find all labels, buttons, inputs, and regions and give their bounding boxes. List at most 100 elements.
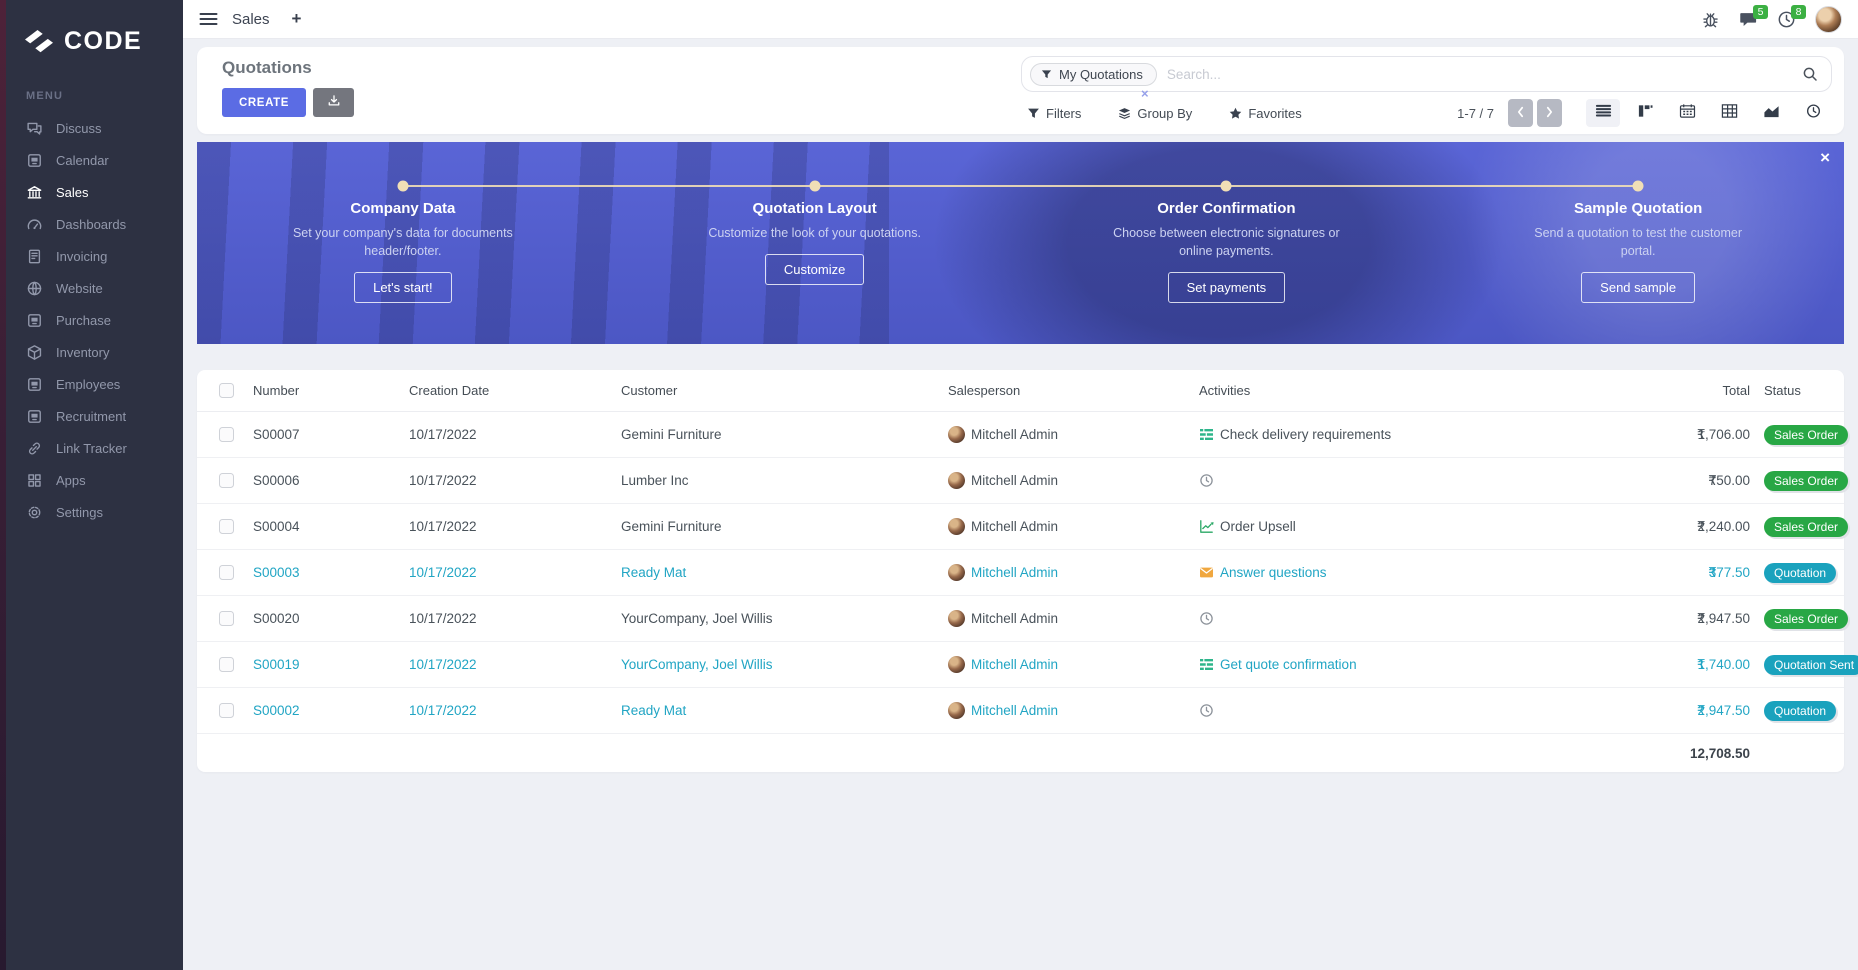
status-cell: Sales Order bbox=[1750, 608, 1849, 629]
sidebar-item-purchase[interactable]: Purchase bbox=[0, 304, 183, 336]
total-cell: ₹377.50 bbox=[1590, 565, 1750, 581]
new-tab-button[interactable]: + bbox=[291, 9, 302, 28]
select-all-checkbox[interactable] bbox=[219, 383, 234, 398]
search-icon[interactable] bbox=[1802, 66, 1818, 82]
step-action-button[interactable]: Customize bbox=[764, 254, 865, 286]
view-calendar-button[interactable] bbox=[1670, 99, 1704, 127]
view-activity-button[interactable] bbox=[1796, 99, 1830, 127]
sidebar-item-label: Recruitment bbox=[56, 408, 127, 424]
control-panel-buttons: CREATE bbox=[222, 88, 355, 117]
export-button[interactable] bbox=[313, 88, 355, 117]
user-avatar[interactable] bbox=[1815, 5, 1842, 33]
row-checkbox[interactable] bbox=[219, 703, 234, 718]
tasks-icon bbox=[1199, 427, 1214, 442]
messages-icon[interactable]: 5 bbox=[1739, 4, 1768, 29]
salesperson-avatar bbox=[948, 702, 965, 719]
table-row[interactable]: S00003 10/17/2022 Ready Mat Mitchell Admin A… bbox=[197, 550, 1844, 596]
table-row[interactable]: S00006 10/17/2022 Lumber Inc Mitchell Admin… bbox=[197, 458, 1849, 504]
column-header-creation-date[interactable]: Creation Date bbox=[409, 383, 490, 398]
brand-logo-icon bbox=[22, 28, 56, 54]
column-header-total[interactable]: Total bbox=[1722, 383, 1750, 398]
control-panel-row2: Filters Group By Favorites 1-7 / 7 bbox=[1027, 99, 1830, 127]
sidebar-item-apps[interactable]: Apps bbox=[0, 464, 183, 496]
table-row[interactable]: S00002 10/17/2022 Ready Mat Mitchell Admin ₹… bbox=[197, 688, 1844, 734]
status-badge: Sales Order bbox=[1764, 470, 1849, 491]
timeline-dot bbox=[397, 180, 409, 192]
step-title: Company Data bbox=[350, 200, 456, 217]
status-badge: Quotation bbox=[1764, 700, 1837, 721]
step-description: Send a quotation to test the customer po… bbox=[1534, 226, 1743, 259]
sidebar-item-calendar[interactable]: Calendar bbox=[0, 144, 183, 176]
search-facet-my-quotations[interactable]: My Quotations bbox=[1030, 62, 1157, 86]
banner-close-icon[interactable]: × bbox=[1820, 148, 1830, 167]
row-checkbox[interactable] bbox=[219, 565, 234, 580]
chevron-left-icon bbox=[1516, 106, 1525, 121]
step-action-button[interactable]: Let's start! bbox=[354, 272, 452, 304]
sidebar-item-label: Employees bbox=[56, 376, 121, 392]
currency-symbol: ₹ bbox=[1696, 656, 1706, 672]
row-checkbox[interactable] bbox=[219, 657, 234, 672]
sidebar-item-label: Invoicing bbox=[56, 248, 108, 264]
sidebar-item-inventory[interactable]: Inventory bbox=[0, 336, 183, 368]
filters-label: Filters bbox=[1046, 105, 1082, 121]
create-button[interactable]: CREATE bbox=[222, 88, 307, 117]
salesperson-name: Mitchell Admin bbox=[971, 565, 1059, 580]
search-bar[interactable]: My Quotations × bbox=[1021, 56, 1832, 101]
customer-name: Ready Mat bbox=[621, 703, 687, 718]
total-cell: ₹2,240.00 bbox=[1590, 519, 1750, 535]
table-row[interactable]: S00019 10/17/2022 YourCompany, Joel Willis… bbox=[197, 642, 1858, 688]
hamburger-icon[interactable] bbox=[199, 12, 218, 26]
row-checkbox[interactable] bbox=[219, 611, 234, 626]
sidebar-item-recruitment[interactable]: Recruitment bbox=[0, 400, 183, 432]
sidebar-item-dashboards[interactable]: Dashboards bbox=[0, 208, 183, 240]
tab-sales[interactable]: Sales bbox=[232, 10, 270, 28]
status-cell: Quotation bbox=[1750, 562, 1844, 583]
table-row[interactable]: S00020 10/17/2022 YourCompany, Joel Willis… bbox=[197, 596, 1849, 642]
pager-next-button[interactable] bbox=[1537, 99, 1562, 127]
salesperson-name: Mitchell Admin bbox=[971, 473, 1059, 488]
view-list-button[interactable] bbox=[1586, 99, 1620, 127]
sidebar-item-invoicing[interactable]: Invoicing bbox=[0, 240, 183, 272]
pager-previous-button[interactable] bbox=[1508, 99, 1533, 127]
sidebar-item-employees[interactable]: Employees bbox=[0, 368, 183, 400]
favorites-button[interactable]: Favorites bbox=[1229, 106, 1302, 121]
sidebar-item-label: Dashboards bbox=[56, 216, 127, 232]
activity-cell: Get quote confirmation bbox=[1199, 657, 1590, 672]
sidebar-item-link-tracker[interactable]: Link Tracker bbox=[0, 432, 183, 464]
sidebar-item-settings[interactable]: Settings bbox=[0, 496, 183, 528]
column-header-customer[interactable]: Customer bbox=[621, 383, 678, 398]
column-header-status[interactable]: Status bbox=[1764, 383, 1801, 398]
column-header-activities[interactable]: Activities bbox=[1199, 383, 1251, 398]
chevron-right-icon bbox=[1545, 106, 1554, 121]
step-action-button[interactable]: Send sample bbox=[1581, 272, 1696, 304]
status-cell: Sales Order bbox=[1750, 516, 1849, 537]
sidebar-item-website[interactable]: Website bbox=[0, 272, 183, 304]
column-header-salesperson[interactable]: Salesperson bbox=[948, 383, 1021, 398]
total-amount: 2,947.50 bbox=[1697, 703, 1750, 718]
filters-button[interactable]: Filters bbox=[1027, 106, 1081, 121]
group-by-button[interactable]: Group By bbox=[1118, 106, 1192, 121]
facet-remove-icon[interactable]: × bbox=[1141, 86, 1149, 101]
activity-label: Check delivery requirements bbox=[1220, 427, 1392, 442]
onboarding-step-company-data: Company Data Set your company's data for … bbox=[197, 142, 609, 344]
order-number: S00019 bbox=[253, 657, 300, 672]
view-kanban-button[interactable] bbox=[1628, 99, 1662, 127]
sidebar-item-sales[interactable]: Sales bbox=[0, 176, 183, 208]
view-graph-button[interactable] bbox=[1754, 99, 1788, 127]
step-action-button[interactable]: Set payments bbox=[1167, 272, 1286, 304]
table-row[interactable]: S00004 10/17/2022 Gemini Furniture Mitchell… bbox=[197, 504, 1849, 550]
row-checkbox[interactable] bbox=[219, 427, 234, 442]
row-checkbox[interactable] bbox=[219, 473, 234, 488]
search-input[interactable] bbox=[1156, 66, 1802, 82]
table-row[interactable]: S00007 10/17/2022 Gemini Furniture Mitchell… bbox=[197, 412, 1849, 458]
activities-clock-icon[interactable]: 8 bbox=[1777, 4, 1806, 29]
sidebar-item-label: Apps bbox=[56, 472, 86, 488]
view-pivot-button[interactable] bbox=[1712, 99, 1746, 127]
timeline-dot bbox=[809, 180, 821, 192]
brand-logo[interactable]: CODE bbox=[0, 0, 183, 64]
column-header-number[interactable]: Number bbox=[253, 383, 300, 398]
debug-bug-icon[interactable] bbox=[1701, 10, 1720, 29]
sidebar-item-discuss[interactable]: Discuss bbox=[0, 112, 183, 144]
row-checkbox[interactable] bbox=[219, 519, 234, 534]
main-content: Quotations CREATE My Quotations × bbox=[183, 39, 1858, 970]
